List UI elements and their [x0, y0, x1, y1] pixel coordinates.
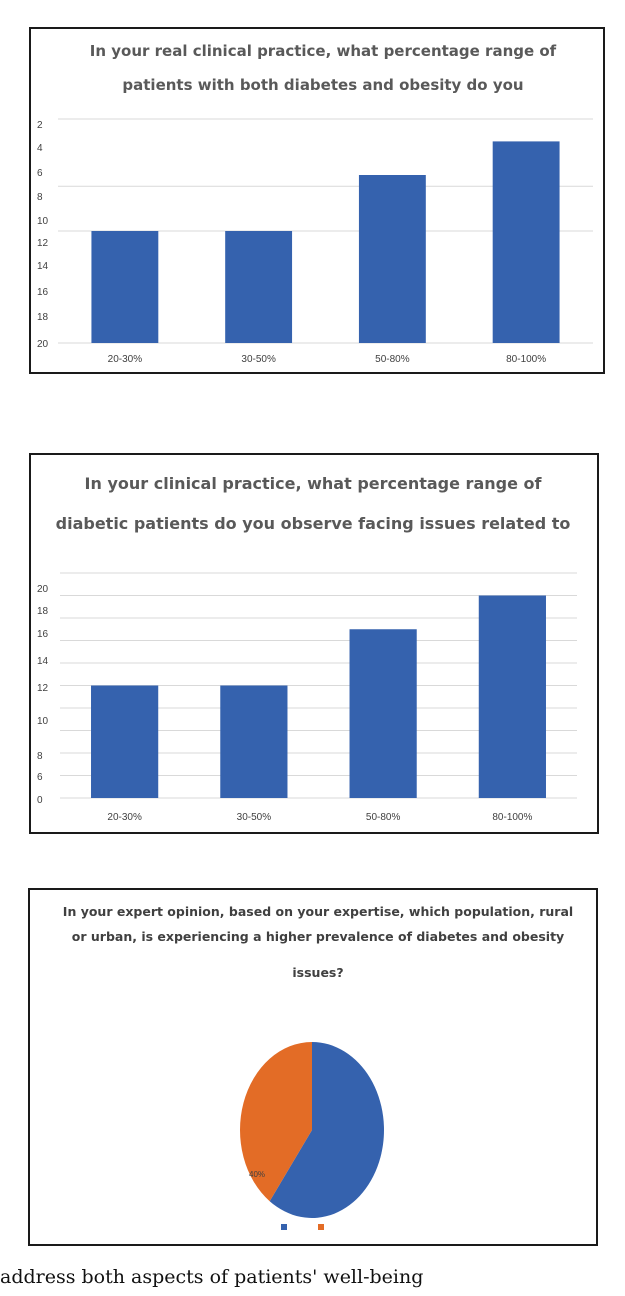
y-tick-label: 4	[37, 143, 43, 154]
y-tick-label: 2	[37, 120, 43, 131]
pie-slice-label: 40%	[249, 1170, 265, 1179]
chart-panel-2: In your clinical practice, what percenta…	[29, 453, 599, 834]
chart-title-line: diabetic patients do you observe facing …	[56, 514, 571, 533]
bar-30-50%	[220, 685, 288, 798]
y-tick-label: 14	[37, 656, 49, 667]
x-tick-label: 50-80%	[375, 354, 410, 365]
bar-80-100%	[478, 595, 546, 798]
pie-chart: In your expert opinion, based on your ex…	[63, 904, 573, 1230]
pie-slice-1	[240, 1042, 312, 1202]
x-tick-label: 30-50%	[237, 812, 272, 823]
y-tick-label: 20	[37, 339, 49, 350]
body-text: address both aspects of patients' well-b…	[0, 1266, 424, 1288]
bar-chart-2: In your clinical practice, what percenta…	[37, 474, 577, 823]
bar-30-50%	[225, 231, 293, 343]
y-tick-label: 16	[37, 287, 49, 298]
x-tick-label: 30-50%	[241, 354, 276, 365]
y-tick-label: 12	[37, 683, 49, 694]
bar-20-30%	[91, 231, 159, 343]
chart-title-line: or urban, is experiencing a higher preva…	[72, 929, 564, 944]
y-tick-label: 8	[37, 192, 43, 203]
chart-title-line: In your clinical practice, what percenta…	[85, 474, 543, 493]
legend-swatch-0	[281, 1224, 287, 1230]
x-tick-label: 80-100%	[492, 812, 532, 823]
x-tick-label: 80-100%	[506, 354, 546, 365]
bar-50-80%	[349, 629, 417, 798]
chart-title-line: issues?	[292, 965, 343, 980]
y-tick-label: 14	[37, 261, 49, 272]
y-tick-label: 20	[37, 584, 49, 595]
bar-50-80%	[358, 175, 426, 343]
legend-swatch-1	[318, 1224, 324, 1230]
y-tick-label: 12	[37, 238, 49, 249]
chart-panel-3: In your expert opinion, based on your ex…	[28, 888, 598, 1246]
pie-slice-0	[269, 1042, 384, 1218]
x-tick-label: 20-30%	[107, 812, 142, 823]
y-tick-label: 6	[37, 168, 43, 179]
bar-20-30%	[91, 685, 159, 798]
x-tick-label: 50-80%	[366, 812, 401, 823]
bar-chart-1: In your real clinical practice, what per…	[37, 42, 593, 365]
bar-80-100%	[492, 141, 560, 343]
y-tick-label: 8	[37, 751, 43, 762]
y-tick-label: 16	[37, 629, 49, 640]
chart-title-line: In your expert opinion, based on your ex…	[63, 904, 573, 919]
y-tick-label: 10	[37, 716, 49, 727]
y-tick-label: 18	[37, 312, 49, 323]
y-tick-label: 18	[37, 606, 49, 617]
chart-title-line: patients with both diabetes and obesity …	[122, 76, 523, 94]
x-tick-label: 20-30%	[108, 354, 143, 365]
y-tick-label: 0	[37, 795, 43, 806]
y-tick-label: 6	[37, 772, 43, 783]
chart-panel-1: In your real clinical practice, what per…	[29, 27, 605, 374]
y-tick-label: 10	[37, 216, 49, 227]
chart-title-line: In your real clinical practice, what per…	[90, 42, 557, 60]
